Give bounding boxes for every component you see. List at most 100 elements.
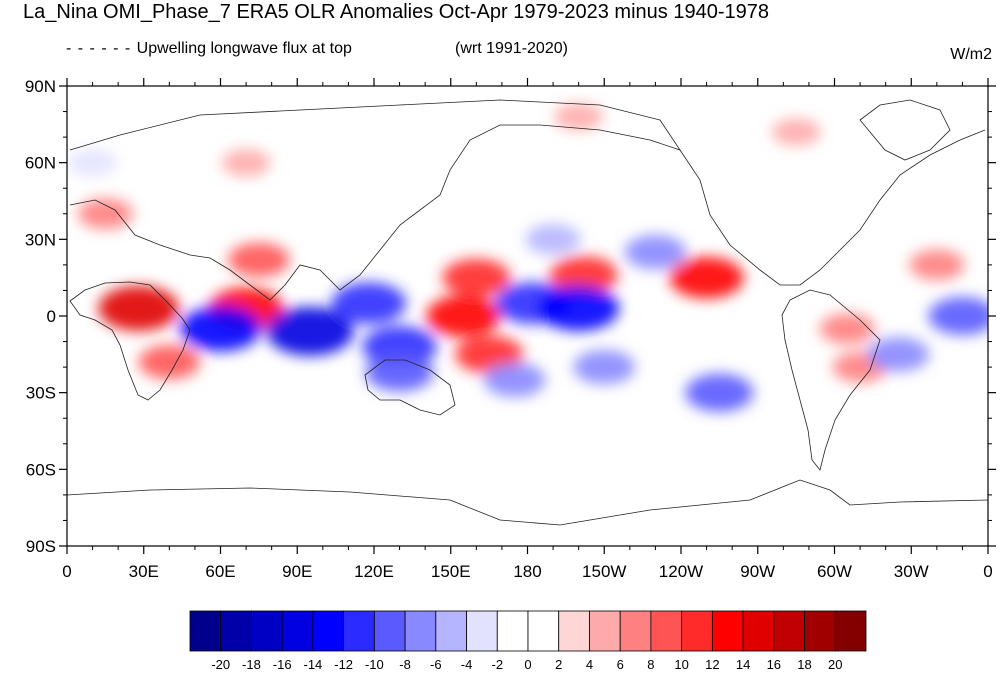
colorbar-level-label: -10 (365, 657, 384, 672)
colorbar-swatch (527, 610, 560, 652)
colorbar-level-label: -4 (461, 657, 473, 672)
anomaly-region-22 (365, 353, 434, 392)
anomaly-region-3 (228, 242, 290, 277)
colorbar-level-label: 12 (705, 657, 719, 672)
coastlines (67, 99, 988, 526)
lat-tick-label: 60N (25, 154, 56, 173)
anomaly-region-13 (554, 103, 604, 131)
anomaly-region-5 (442, 258, 511, 297)
coastline-south-america (781, 289, 881, 471)
anomaly-region-23 (525, 223, 581, 255)
colorbar-level-label: 0 (524, 657, 531, 672)
units-label: W/m2 (950, 46, 992, 63)
anomaly-region-16 (266, 306, 354, 356)
lon-tick-label: 30E (129, 562, 159, 581)
colorbar-level-label: -6 (430, 657, 442, 672)
lat-tick-label: 90S (26, 537, 56, 556)
colorbar-level-label: 2 (555, 657, 562, 672)
anomaly-region-29 (867, 337, 930, 372)
anomaly-region-15 (221, 149, 271, 177)
colorbar-swatch (804, 610, 836, 652)
page-title: La_Nina OMI_Phase_7 ERA5 OLR Anomalies O… (23, 1, 769, 23)
dashed-line-icon: - - - - - - (66, 40, 137, 57)
colorbar-swatch (312, 610, 345, 652)
anomaly-field (68, 103, 988, 412)
subtitle-reference: (wrt 1991-2020) (455, 40, 568, 57)
anomaly-region-12 (909, 249, 965, 281)
lat-tick-label: 30S (26, 384, 56, 403)
anomaly-region-27 (483, 362, 546, 398)
colorbar-level-label: -20 (211, 657, 230, 672)
colorbar-swatch (773, 610, 805, 652)
colorbar-level-label: 4 (586, 657, 593, 672)
anomaly-region-7 (669, 256, 744, 299)
colorbar-swatch (742, 610, 775, 652)
coastline-greenland (859, 99, 951, 161)
colorbar-swatch (404, 610, 437, 652)
lon-tick-label: 0 (983, 562, 992, 581)
colorbar-swatch (220, 610, 252, 652)
anomaly-region-9 (138, 344, 201, 380)
anomaly-region-0 (98, 285, 180, 331)
lon-tick-label: 120W (659, 562, 703, 581)
coastline-antarctica (67, 479, 988, 526)
lat-tick-label: 30N (25, 230, 56, 249)
lon-tick-label: 60W (817, 562, 852, 581)
colorbar-swatch (558, 610, 590, 652)
colorbar-swatch (373, 610, 406, 652)
anomaly-region-26 (685, 373, 754, 412)
coastline-eurasia (69, 99, 681, 301)
latitude-axis: 90N 60N 30N 0 30S 60S 90S (25, 77, 996, 556)
colorbar-swatch (619, 610, 652, 652)
subtitle-dashed-label: - - - - - - Upwelling longwave flux at t… (66, 40, 352, 57)
colorbar-level-label: 16 (767, 657, 781, 672)
lon-tick-label: 90W (740, 562, 775, 581)
colorbar-swatch (496, 610, 529, 652)
lon-tick-label: 30W (894, 562, 929, 581)
anomaly-region-30 (68, 149, 117, 177)
colorbar-level-label: -8 (399, 657, 411, 672)
colorbar-swatch (681, 610, 713, 652)
colorbar-level-label: -18 (242, 657, 261, 672)
lon-tick-label: 0 (62, 562, 71, 581)
colorbar-swatch (834, 610, 867, 652)
lat-tick-label: 60S (26, 460, 56, 479)
lat-tick-label: 0 (47, 307, 56, 326)
anomaly-region-18 (331, 282, 407, 325)
colorbar-swatch (343, 610, 375, 652)
colorbar-swatch (466, 610, 498, 652)
anomaly-region-4 (426, 295, 501, 337)
colorbar-swatch (650, 610, 683, 652)
colorbar-level-label: 18 (797, 657, 811, 672)
colorbar-swatch (589, 610, 621, 652)
colorbar-swatch (251, 610, 283, 652)
anomaly-region-6 (549, 256, 618, 295)
colorbar: -20 -18 -16 -14 -12 -10 -8 -6 -4 -2 0 2 4 6 8 10 12 14 16 1… (189, 610, 867, 672)
lat-tick-label: 90N (25, 77, 56, 96)
anomaly-region-25 (573, 349, 636, 385)
colorbar-swatch (189, 610, 222, 652)
lon-tick-label: 60E (205, 562, 235, 581)
anomaly-region-24 (624, 234, 687, 270)
colorbar-swatch (711, 610, 744, 652)
anomaly-region-11 (819, 313, 875, 345)
colorbar-level-label: 10 (674, 657, 688, 672)
colorbar-swatch (281, 610, 314, 652)
lon-tick-label: 150E (431, 562, 471, 581)
colorbar-level-label: 14 (736, 657, 750, 672)
lon-tick-label: 120E (354, 562, 394, 581)
lon-tick-label: 150W (582, 562, 626, 581)
colorbar-level-label: -2 (491, 657, 503, 672)
colorbar-level-label: 6 (617, 657, 624, 672)
anomaly-region-14 (771, 118, 821, 146)
colorbar-swatch (435, 610, 467, 652)
anomaly-region-2 (77, 198, 133, 230)
colorbar-level-label: -14 (304, 657, 323, 672)
lon-tick-label: 90E (282, 562, 312, 581)
anomaly-region-21 (538, 285, 620, 331)
colorbar-level-label: 8 (647, 657, 654, 672)
longitude-axis: 0 30E 60E 90E 120E 150E 180 150W 120W 90W 60W 30W 0 (62, 78, 993, 581)
colorbar-level-label: -12 (334, 657, 353, 672)
anomaly-region-28 (928, 297, 988, 335)
